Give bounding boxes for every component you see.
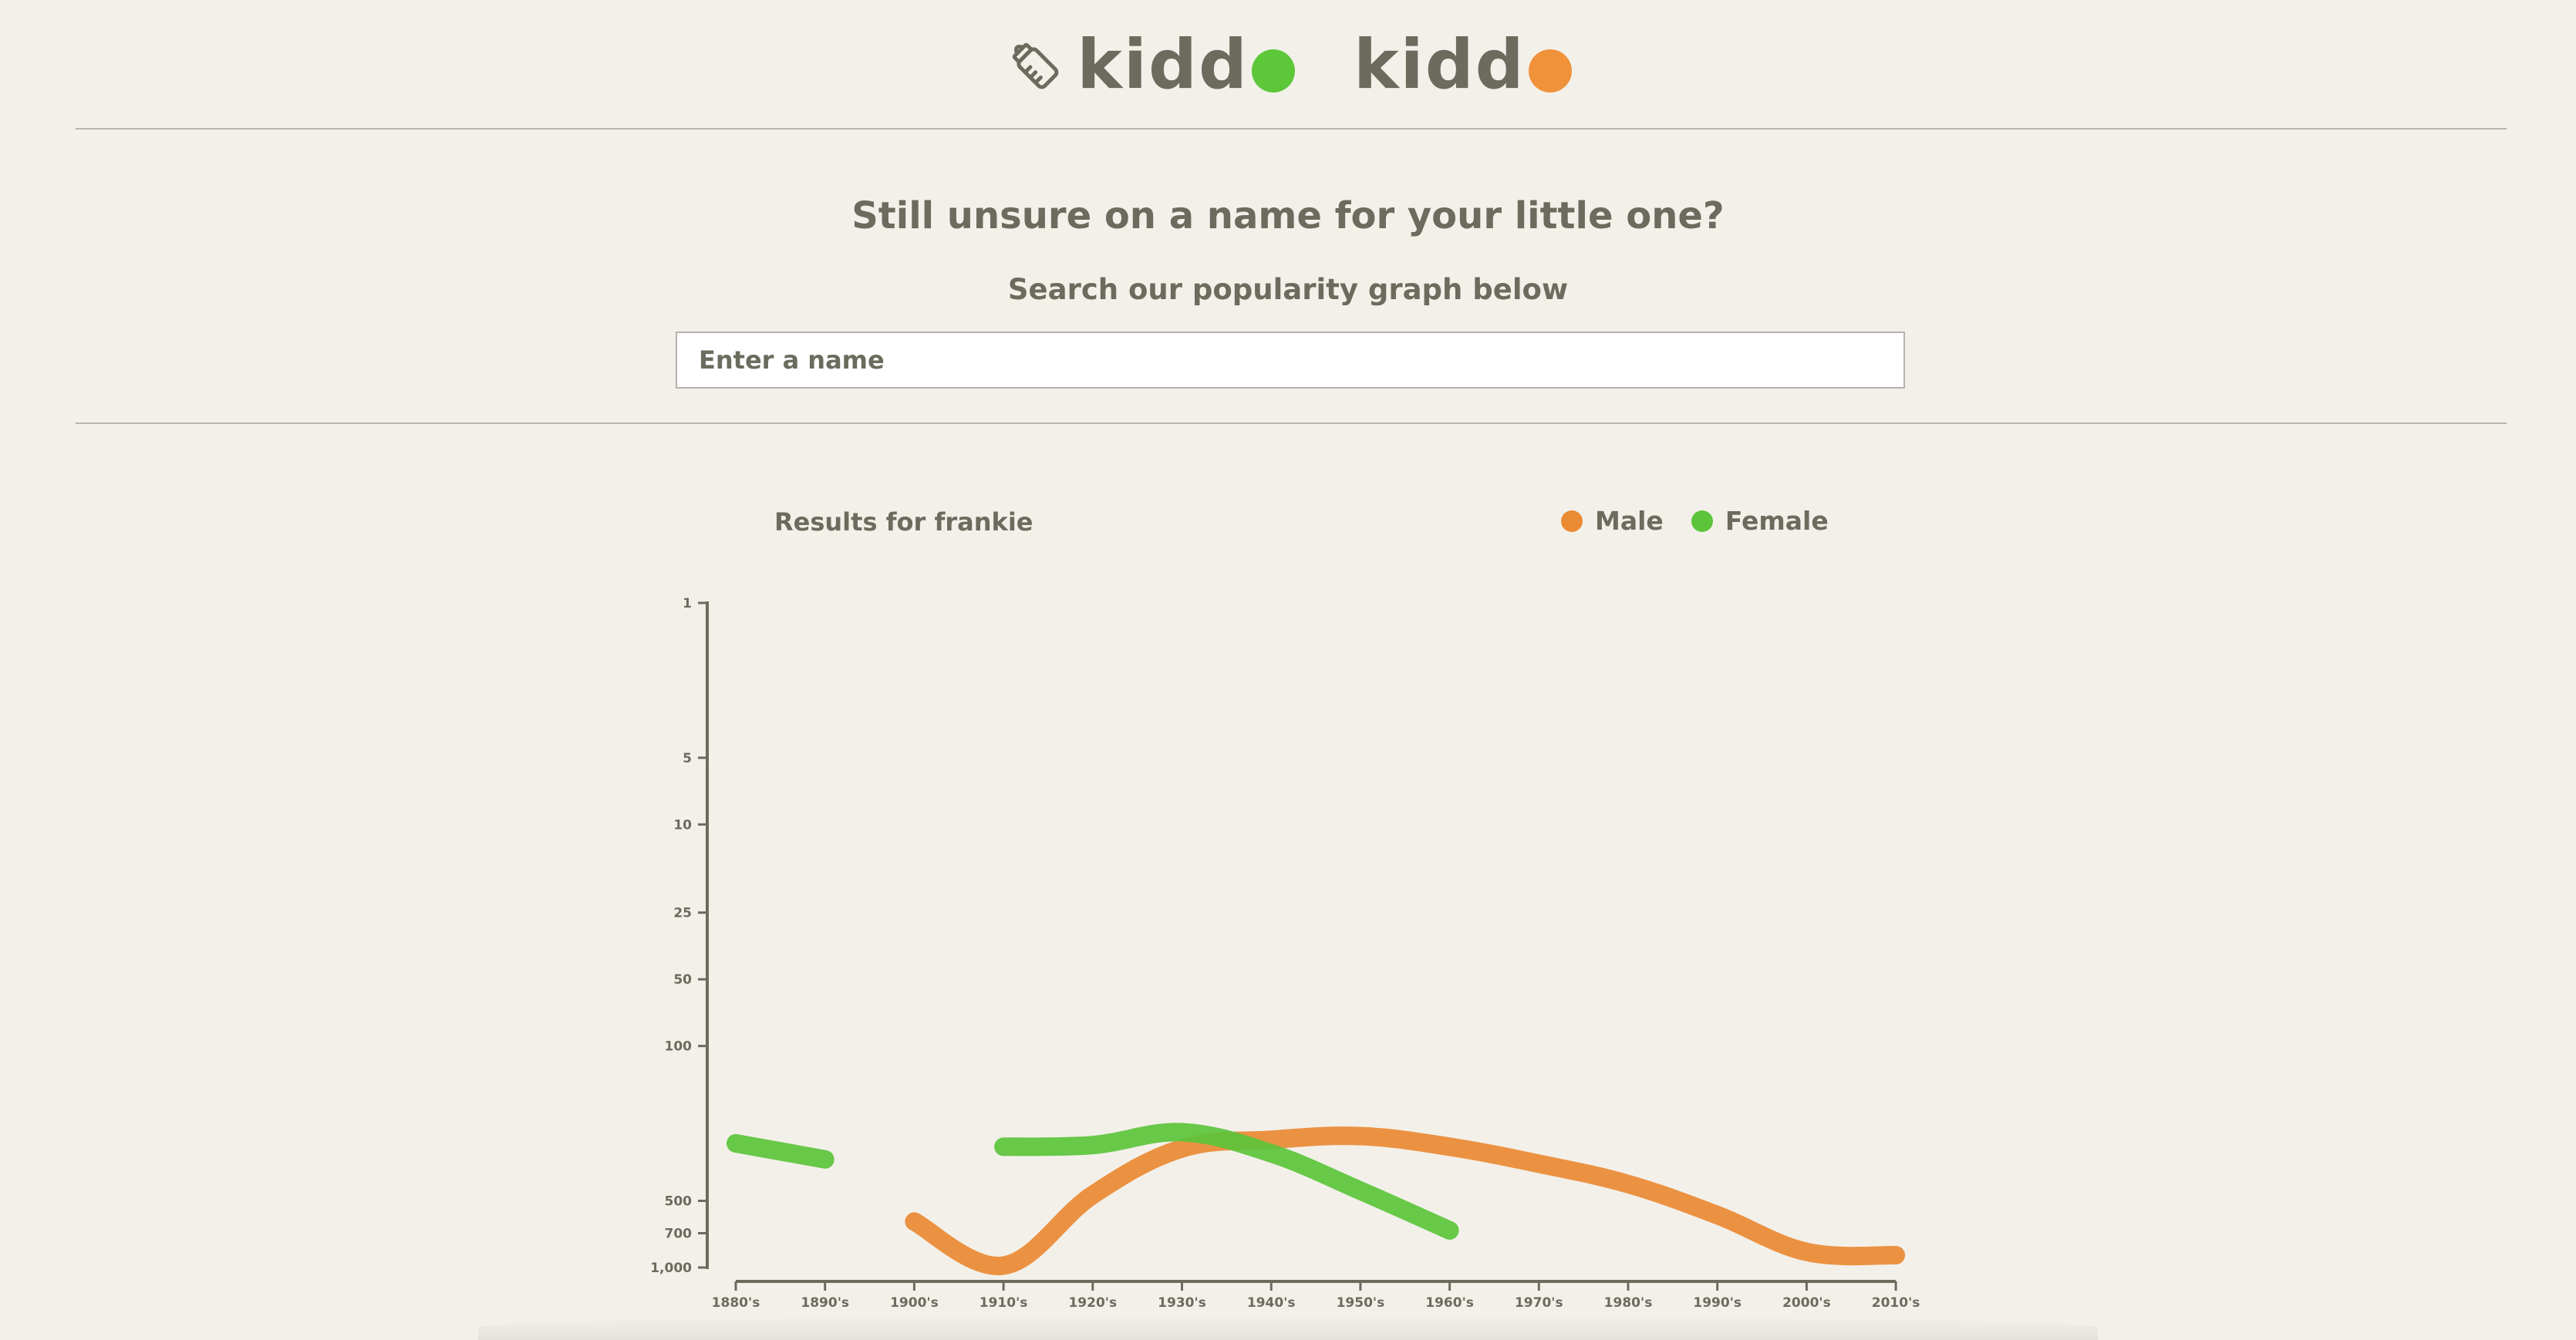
y-tick-label: 100 — [665, 1039, 693, 1055]
data-point-female — [823, 1157, 828, 1162]
data-point-male — [1804, 1250, 1809, 1254]
logo-group: kidd kidd — [1004, 25, 1572, 104]
data-point-male — [1536, 1161, 1541, 1166]
y-tick-label: 700 — [665, 1226, 693, 1241]
bottom-shadow — [478, 1315, 2098, 1340]
data-point-male — [1626, 1182, 1630, 1187]
x-tick-label: 1920's — [1068, 1295, 1117, 1311]
x-tick-label: 2010's — [1872, 1295, 1920, 1311]
y-tick-label: 25 — [673, 906, 692, 921]
x-tick-label: 1930's — [1158, 1295, 1206, 1311]
logo-dot-green — [1252, 49, 1295, 93]
x-tick-label: 1960's — [1425, 1295, 1474, 1311]
header-divider — [76, 128, 2507, 130]
data-point-female — [1358, 1188, 1363, 1193]
x-tick-label: 1890's — [801, 1295, 849, 1311]
y-tick-label: 10 — [673, 817, 692, 833]
series-line-female — [994, 1123, 1459, 1240]
x-tick-label: 1950's — [1337, 1295, 1385, 1311]
y-tick-label: 1 — [683, 596, 692, 611]
logo[interactable]: kidd kidd — [0, 22, 2576, 106]
data-point-male — [1893, 1253, 1898, 1258]
logo-word-2: kidd — [1354, 25, 1572, 104]
legend-item-male: Male — [1561, 506, 1664, 536]
x-tick-label: 1940's — [1247, 1295, 1296, 1311]
chart-legend: Male Female — [1561, 506, 1829, 536]
legend-male-label: Male — [1595, 506, 1664, 536]
data-point-female — [1001, 1144, 1006, 1149]
search-divider — [76, 423, 2507, 424]
series-line-female — [727, 1133, 835, 1169]
x-tick-label: 1990's — [1693, 1295, 1741, 1311]
x-tick-label: 1970's — [1515, 1295, 1563, 1311]
data-point-female — [733, 1141, 738, 1146]
legend-female-label: Female — [1725, 506, 1829, 536]
x-tick-label: 2000's — [1782, 1295, 1831, 1311]
legend-item-female: Female — [1691, 506, 1829, 536]
results-label: Results for frankie — [774, 507, 1033, 537]
y-tick-label: 50 — [673, 972, 692, 988]
x-tick-label: 1980's — [1604, 1295, 1653, 1311]
data-point-male — [1358, 1133, 1363, 1138]
data-point-male — [1269, 1137, 1273, 1142]
search-box — [676, 332, 1905, 389]
page-headline: Still unsure on a name for your little o… — [851, 194, 1725, 237]
data-point-female — [1448, 1228, 1452, 1233]
legend-male-dot — [1561, 510, 1583, 532]
logo-word-1-text: kidd — [1077, 24, 1249, 104]
y-tick-label: 5 — [683, 751, 692, 766]
y-tick-label: 1,000 — [650, 1261, 692, 1276]
x-tick-label: 1880's — [712, 1295, 760, 1311]
data-point-female — [1180, 1130, 1185, 1134]
data-point-female — [1091, 1143, 1095, 1147]
logo-word-1: kidd — [1077, 25, 1295, 104]
series-line-male — [905, 1126, 1906, 1275]
page-subheadline: Search our popularity graph below — [1007, 273, 1569, 306]
data-point-male — [1448, 1144, 1452, 1149]
y-tick-label: 500 — [665, 1194, 693, 1210]
x-tick-label: 1900's — [890, 1295, 939, 1311]
logo-word-2-text: kidd — [1354, 24, 1526, 104]
data-point-male — [1001, 1263, 1006, 1268]
data-point-male — [912, 1219, 916, 1224]
data-point-male — [1715, 1213, 1720, 1217]
data-point-male — [1091, 1193, 1095, 1197]
name-search-input[interactable] — [677, 333, 1903, 387]
baby-bottle-icon — [1013, 42, 1059, 89]
legend-female-dot — [1691, 510, 1713, 532]
data-point-female — [1269, 1151, 1273, 1156]
x-tick-label: 1910's — [979, 1295, 1028, 1311]
logo-dot-orange — [1528, 49, 1572, 93]
data-point-male — [1180, 1146, 1185, 1151]
